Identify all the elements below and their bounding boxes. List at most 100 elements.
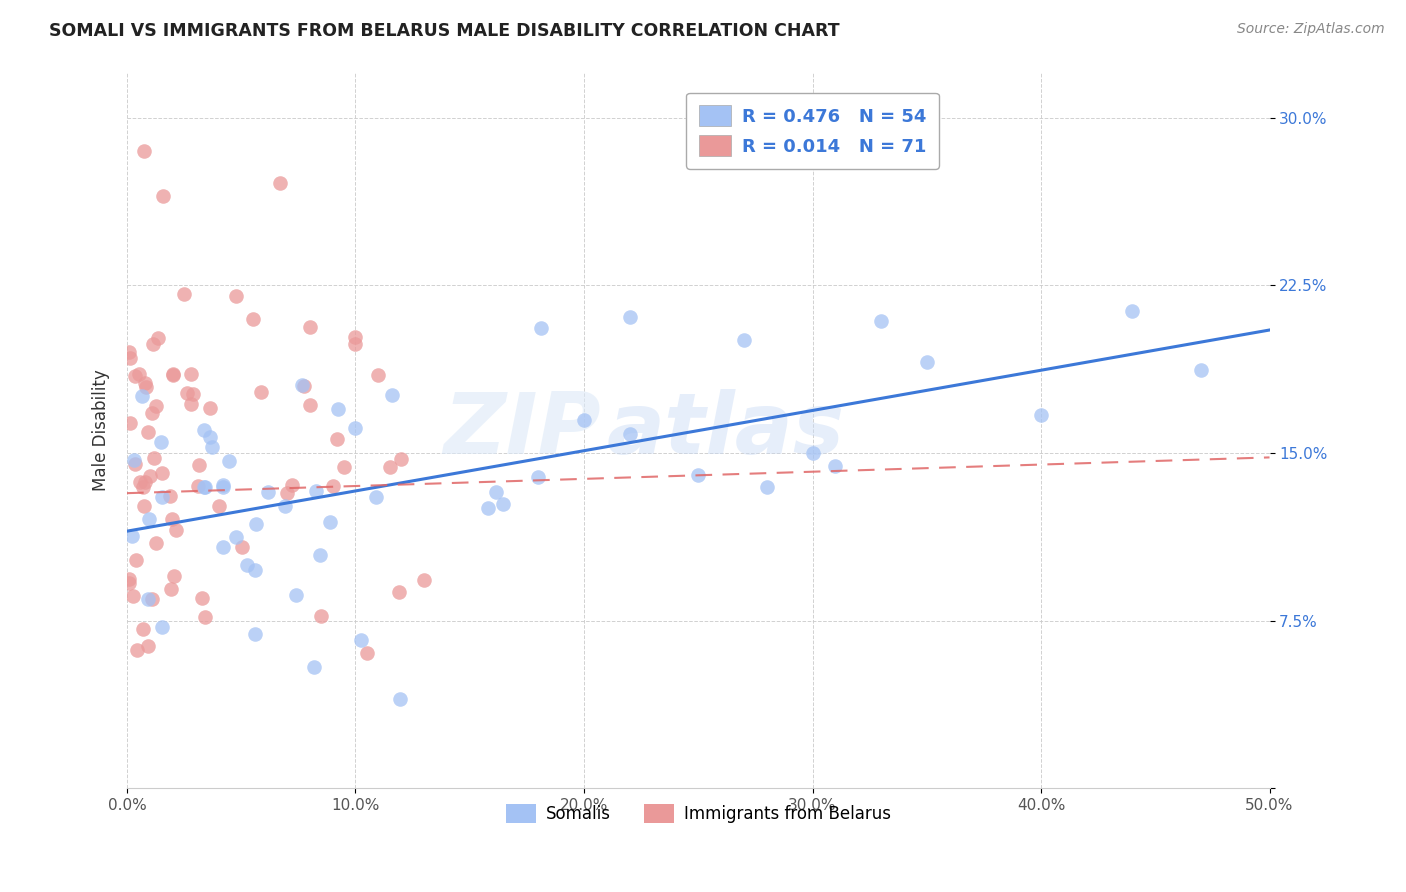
Point [152,490,174,504]
Point [276,485,298,500]
Point [191,591,214,605]
Point [281,478,304,492]
Point [572,413,595,427]
Point [333,459,356,474]
Point [1189,363,1212,377]
Point [132,145,155,159]
Point [134,376,156,391]
Point [163,568,186,582]
Point [150,619,173,633]
Point [367,368,389,382]
Y-axis label: Male Disability: Male Disability [93,369,110,491]
Point [319,515,342,529]
Point [135,380,157,394]
Point [193,423,215,437]
Point [274,500,297,514]
Point [1029,409,1052,423]
Point [201,440,224,454]
Point [824,459,846,474]
Point [142,337,165,351]
Point [188,458,211,472]
Point [138,639,160,653]
Point [129,475,152,490]
Point [149,435,172,450]
Point [299,398,322,412]
Point [160,511,183,525]
Point [162,368,184,382]
Point [118,576,141,591]
Point [211,478,233,492]
Point [389,451,412,466]
Point [733,333,755,347]
Point [198,430,221,444]
Point [212,540,235,554]
Point [145,536,167,550]
Point [243,627,266,641]
Point [187,479,209,493]
Point [619,427,641,442]
Point [180,368,202,382]
Point [218,454,240,468]
Point [257,484,280,499]
Point [269,176,291,190]
Point [344,421,367,435]
Point [344,337,367,351]
Point [139,469,162,483]
Point [173,287,195,301]
Point [128,367,150,381]
Point [134,475,156,490]
Point [124,453,146,467]
Point [134,500,156,514]
Point [122,590,145,604]
Point [350,632,373,647]
Point [356,646,378,660]
Point [124,457,146,471]
Point [120,351,142,365]
Text: ZIP: ZIP [443,389,602,472]
Point [150,466,173,480]
Point [292,379,315,393]
Point [181,386,204,401]
Point [344,330,367,344]
Point [131,389,153,403]
Point [302,660,325,674]
Point [145,399,167,413]
Point [245,517,267,532]
Point [200,401,222,415]
Point [755,480,778,494]
Point [159,489,181,503]
Point [225,289,247,303]
Point [1121,303,1143,318]
Point [250,384,273,399]
Text: Source: ZipAtlas.com: Source: ZipAtlas.com [1237,22,1385,37]
Point [326,432,349,446]
Point [231,540,253,554]
Point [378,459,401,474]
Point [304,483,326,498]
Point [225,530,247,544]
Point [194,480,217,494]
Point [242,311,264,326]
Point [328,401,350,416]
Point [381,387,404,401]
Point [477,501,499,516]
Point [194,610,217,624]
Point [118,345,141,359]
Point [285,588,308,602]
Point [124,368,146,383]
Point [142,451,165,466]
Point [118,572,141,586]
Point [309,608,332,623]
Text: atlas: atlas [607,389,845,472]
Point [136,425,159,440]
Point [148,331,170,345]
Point [132,480,155,494]
Point [125,643,148,657]
Point [141,406,163,420]
Point [298,319,321,334]
Point [165,523,187,537]
Point [492,497,515,511]
Point [208,499,231,513]
Point [688,467,710,482]
Point [136,591,159,606]
